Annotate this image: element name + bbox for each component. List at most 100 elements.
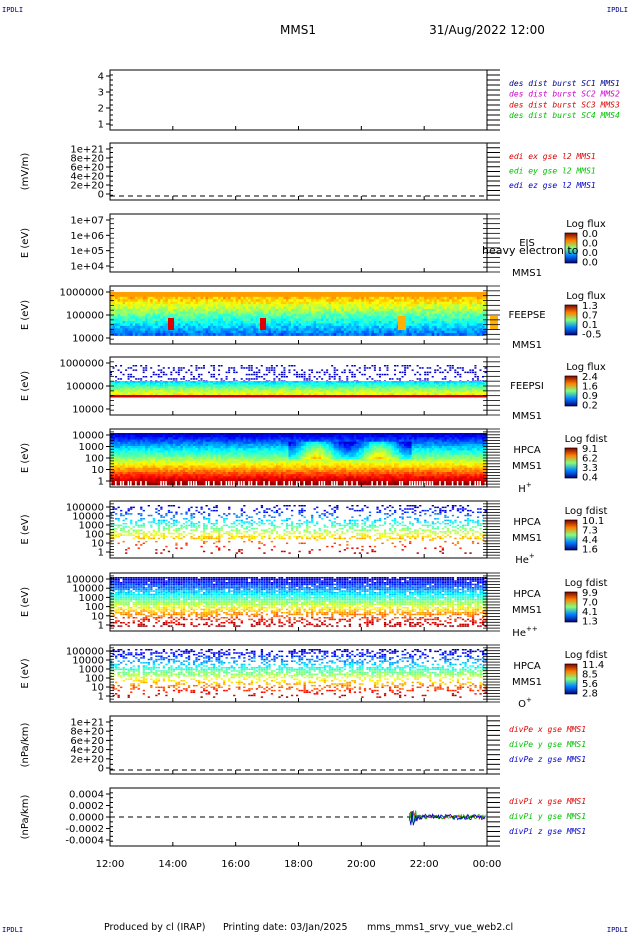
legend-entry: des dist burst SC4 MMS4 bbox=[509, 111, 620, 120]
y-tick-label: 1e+06 bbox=[70, 231, 104, 242]
y-tick-label: 0 bbox=[98, 764, 104, 775]
colorbar bbox=[565, 664, 577, 694]
spectrogram-image bbox=[110, 649, 487, 698]
panel-frame-eis bbox=[110, 214, 487, 272]
colorbar bbox=[565, 376, 577, 406]
colorbar-tick-label: 2.8 bbox=[582, 689, 598, 700]
y-tick-label: 1 bbox=[98, 548, 104, 559]
species-label: MMS1 bbox=[512, 340, 542, 351]
y-tick-label: 0 bbox=[98, 190, 104, 201]
corner-label: IPDLI bbox=[607, 926, 628, 934]
colorbar bbox=[565, 520, 577, 550]
y-tick-label: 1e+05 bbox=[70, 246, 104, 257]
footer-filename: mms_mms1_srvy_vue_web2.cl bbox=[367, 922, 513, 933]
colorbar-tick-label: 1.3 bbox=[582, 617, 598, 628]
legend-entry: des dist burst SC3 MMS3 bbox=[509, 100, 620, 109]
y-tick-label: 1 bbox=[98, 477, 104, 488]
colorbar bbox=[565, 592, 577, 622]
species-label: H+ bbox=[518, 481, 532, 495]
colorbar-tick-label: 0.2 bbox=[582, 401, 598, 412]
spectrogram-image bbox=[110, 505, 487, 554]
legend-entry: divPi y gse MMS1 bbox=[509, 812, 586, 821]
y-tick-label: 100000 bbox=[66, 382, 104, 393]
species-label: MMS1 bbox=[512, 533, 542, 544]
y-axis-label: E (eV) bbox=[20, 587, 31, 617]
species-label: HPCA bbox=[513, 445, 541, 456]
y-tick-label: 2 bbox=[98, 104, 104, 115]
species-label: MMS1 bbox=[512, 677, 542, 688]
x-tick-label: 00:00 bbox=[473, 859, 502, 870]
corner-label: IPDLI bbox=[2, 6, 23, 14]
y-tick-label: 0.0000 bbox=[69, 813, 104, 824]
species-label: HPCA bbox=[513, 517, 541, 528]
panel-frame-des-dist-burst bbox=[110, 70, 487, 130]
species-label: HPCA bbox=[513, 589, 541, 600]
legend-entry: divPe y gse MMS1 bbox=[509, 740, 586, 749]
footer-printing-date: Printing date: 03/Jan/2025 bbox=[223, 922, 348, 933]
y-axis-label: (nPa/km) bbox=[20, 795, 31, 840]
colorbar-tick-label: 0.4 bbox=[582, 473, 598, 484]
legend-entry: des dist burst SC2 MMS2 bbox=[509, 90, 620, 99]
y-tick-label: 1 bbox=[98, 120, 104, 131]
species-label: FEEPSI bbox=[510, 381, 544, 392]
y-tick-label: 10 bbox=[91, 465, 104, 476]
y-tick-label: 1000000 bbox=[59, 288, 104, 299]
corner-label: IPDLI bbox=[2, 926, 23, 934]
y-axis-label: (nPa/km) bbox=[20, 723, 31, 768]
y-axis-label: E (eV) bbox=[20, 658, 31, 688]
species-label: He++ bbox=[512, 625, 538, 639]
species-label: He+ bbox=[515, 552, 535, 566]
species-label: HPCA bbox=[513, 661, 541, 672]
spectrogram-image bbox=[110, 365, 487, 398]
y-tick-label: 1 bbox=[98, 621, 104, 632]
legend-entry: des dist burst SC1 MMS1 bbox=[509, 79, 620, 88]
legend-entry: divPi x gse MMS1 bbox=[509, 797, 586, 806]
y-tick-label: 1000 bbox=[79, 442, 104, 453]
colorbar-tick-label: 0.0 bbox=[582, 258, 598, 269]
legend-entry: divPe z gse MMS1 bbox=[509, 755, 586, 764]
species-label: MMS1 bbox=[512, 605, 542, 616]
x-tick-label: 12:00 bbox=[96, 859, 125, 870]
species-label: MMS1 bbox=[512, 411, 542, 422]
mission-title: MMS1 bbox=[280, 23, 316, 37]
y-axis-label: E (eV) bbox=[20, 228, 31, 258]
y-tick-label: 100000 bbox=[66, 311, 104, 322]
y-tick-label: 100 bbox=[85, 454, 104, 465]
colorbar-tick-label: -0.5 bbox=[582, 330, 602, 341]
y-tick-label: 10000 bbox=[72, 405, 104, 416]
overlay-text: heavy electron to bbox=[482, 244, 579, 257]
divpi-series-1 bbox=[410, 810, 486, 822]
species-label: FEEPSE bbox=[508, 310, 545, 321]
x-tick-label: 20:00 bbox=[347, 859, 376, 870]
legend-entry: divPi z gse MMS1 bbox=[509, 827, 586, 836]
legend-entry: edi ex gse l2 MMS1 bbox=[509, 152, 596, 161]
y-tick-label: 1e+07 bbox=[70, 216, 104, 227]
y-tick-label: 0.0004 bbox=[69, 790, 104, 801]
y-axis-label: E (eV) bbox=[20, 514, 31, 544]
date-time: 31/Aug/2022 12:00 bbox=[429, 23, 545, 37]
legend-entry: edi ey gse l2 MMS1 bbox=[509, 167, 596, 176]
y-axis-label: E (eV) bbox=[20, 443, 31, 473]
y-tick-label: 10000 bbox=[72, 431, 104, 442]
spectrogram-layer bbox=[110, 292, 498, 698]
colorbar bbox=[565, 448, 577, 478]
y-tick-label: 3 bbox=[98, 88, 104, 99]
species-label: MMS1 bbox=[512, 268, 542, 279]
y-axis-label: E (eV) bbox=[20, 300, 31, 330]
spectrogram-image bbox=[110, 292, 498, 336]
colorbar bbox=[565, 305, 577, 335]
colorbar-tick-label: 1.6 bbox=[582, 545, 598, 556]
legend-entry: divPe x gse MMS1 bbox=[509, 725, 586, 734]
spectrogram-image bbox=[110, 577, 487, 627]
y-tick-label: 1 bbox=[98, 692, 104, 703]
corner-label: IPDLI bbox=[607, 6, 628, 14]
y-tick-label: 1e+04 bbox=[70, 262, 104, 273]
y-tick-label: 0.0002 bbox=[69, 801, 104, 812]
y-tick-label: 1000000 bbox=[59, 359, 104, 370]
panel-frame-edi-e-field bbox=[110, 143, 487, 200]
x-tick-label: 14:00 bbox=[158, 859, 187, 870]
species-label: MMS1 bbox=[512, 461, 542, 472]
x-tick-label: 22:00 bbox=[410, 859, 439, 870]
